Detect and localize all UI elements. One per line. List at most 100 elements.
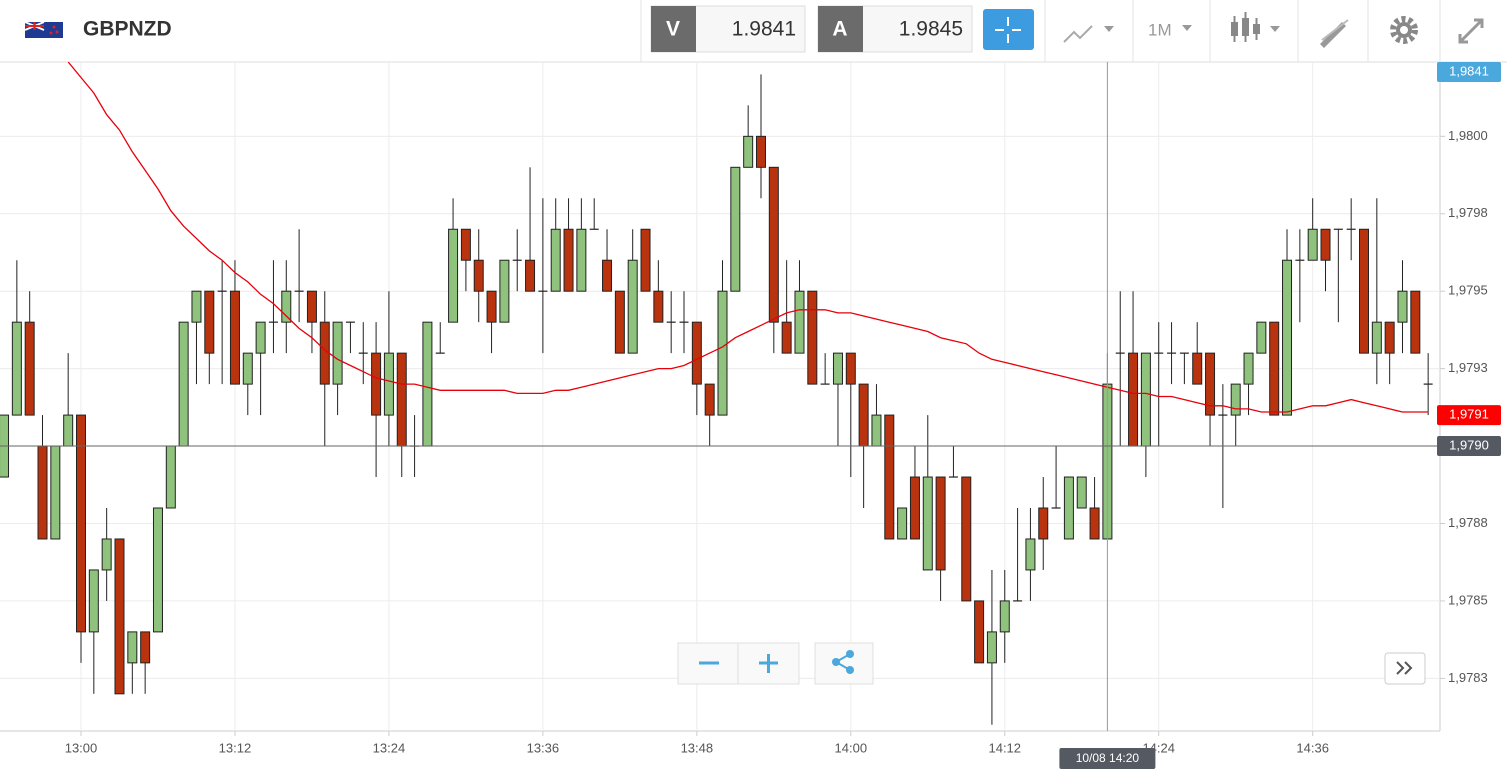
candle-body [460,228,471,261]
x-tick-label: 14:00 [835,740,868,755]
candle-body [1320,228,1331,261]
candle-body [371,352,382,416]
candle-body [768,166,779,323]
sell-button[interactable]: V 1.9841 [650,5,806,53]
settings-button[interactable] [1390,16,1418,44]
moving-average-line [67,62,1429,413]
candle-body [550,228,561,292]
candle-body [974,600,985,664]
candle-body [37,445,48,540]
candle-body [1025,538,1036,571]
candle-body [935,476,946,571]
candle-body [1256,321,1267,354]
candle-body [730,166,741,292]
plot-area [0,62,1433,725]
y-tick-label: 1,9795 [1448,283,1488,298]
candle-body [755,135,766,168]
candle-body [602,259,613,292]
candle-body [1269,321,1280,416]
candle-body [640,228,651,292]
candle-body [1282,259,1293,416]
y-tick-label: 1,9785 [1448,592,1488,607]
flag-icon [24,21,63,38]
symbol: GBPNZD [83,18,172,41]
candle-body [1243,352,1254,385]
x-tick-label: 13:12 [219,740,252,755]
candle-body [858,383,869,447]
timeframe-button[interactable]: 1M [1148,20,1192,39]
fullscreen-button[interactable] [1458,18,1484,44]
crosshair-price-label: 1,9790 [1449,437,1489,452]
scroll-right-button[interactable] [1384,652,1426,685]
candle-body [691,321,702,385]
candle-body [383,352,394,416]
crosshair-price-label-box [1437,436,1501,457]
buy-price: 1.9845 [899,18,963,41]
candle-body [807,290,818,385]
price-label: 1,9841 [1449,63,1489,78]
share-button[interactable] [814,642,874,685]
candle-body [255,321,266,354]
candle-body [76,414,86,633]
x-tick-label: 14:12 [988,740,1021,755]
candle-body [396,352,407,447]
candle-body [24,321,35,416]
candle-body [845,352,856,385]
candle-body [614,290,625,354]
candle-body [165,445,176,509]
zoom-out-button[interactable] [677,642,739,685]
candle-body [563,228,574,292]
price-label: 1,9791 [1449,407,1489,422]
buy-button[interactable]: A 1.9845 [817,5,973,53]
candle-body [794,290,805,354]
candle-body [961,476,972,602]
candle-body [88,569,99,633]
timeframe: 1M [1148,20,1172,39]
crosshair-button[interactable] [983,9,1034,50]
x-tick-label: 13:00 [65,740,98,755]
draw-button[interactable] [1320,19,1349,48]
candle-body [229,290,240,385]
candle-body [653,290,664,323]
buy-label: A [832,18,847,41]
candle-body [704,383,715,416]
candle-body [422,321,433,447]
crosshair-time-box [1059,748,1156,769]
chart-type-button[interactable] [1063,25,1114,43]
candle-body [525,259,536,292]
sell-price: 1.9841 [732,18,796,41]
candle-body [1359,228,1369,354]
candle-body [1063,476,1074,540]
price-label-box [1437,62,1501,82]
candle-body [1089,507,1100,540]
candle-body [140,631,151,664]
candle-body [897,507,908,540]
y-tick-label: 1,9798 [1448,205,1488,220]
overlay: 1,9841 1,9791 1,9790 10/08 14:20 [0,62,1501,769]
y-tick-label: 1,9793 [1448,360,1488,375]
sell-label: V [666,18,680,41]
y-tick-label: 1,9783 [1448,670,1488,685]
candle-body [743,135,754,168]
candle-body [486,290,497,323]
candle-body [1371,321,1382,354]
candle-body [909,476,920,540]
candle-body [127,631,138,664]
zoom-in-button[interactable] [737,642,800,685]
candle-body [473,259,484,292]
candle-body [999,600,1010,633]
candle-body [499,259,510,323]
candle-body [1307,228,1318,261]
candle-body [332,321,343,385]
candles-button[interactable] [1231,12,1280,42]
x-tick-label: 13:36 [527,740,560,755]
y-tick-label: 1,9788 [1448,515,1488,530]
candle-body [242,352,253,385]
candle-body [63,414,74,447]
candle-body [281,290,292,323]
candle-body [448,228,459,323]
candle-body [306,290,317,323]
candle-body [1410,290,1421,354]
candle-body [781,321,792,354]
